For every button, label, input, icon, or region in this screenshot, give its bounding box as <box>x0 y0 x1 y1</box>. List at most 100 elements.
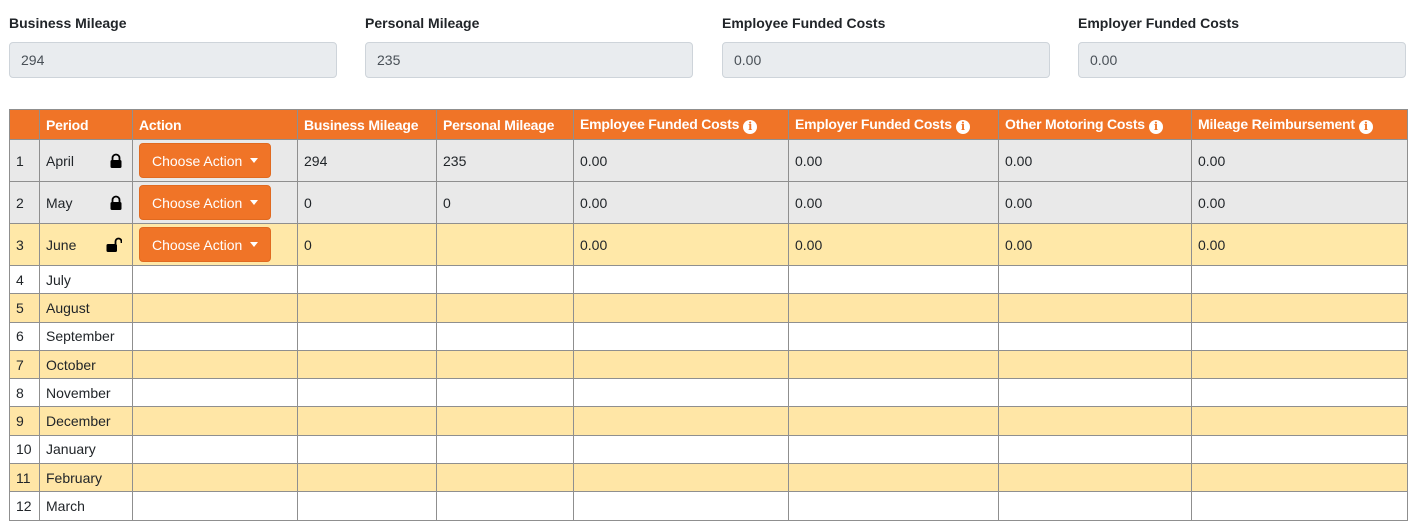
personal-mileage-cell <box>436 463 574 493</box>
employer-funded-costs-cell <box>788 463 999 493</box>
employer-funded-costs-cell <box>788 321 999 351</box>
table-row: 8 November <box>9 378 1408 408</box>
employer-funded-costs-cell[interactable]: 0.00 <box>788 223 999 266</box>
employee-funded-costs-input[interactable]: 0.00 <box>722 42 1050 78</box>
employee-funded-costs-cell <box>573 293 789 323</box>
personal-mileage-cell[interactable] <box>436 223 574 266</box>
unlock-icon[interactable] <box>106 237 122 253</box>
other-motoring-costs-cell <box>998 293 1192 323</box>
other-motoring-costs-cell <box>998 434 1192 465</box>
other-motoring-costs-cell[interactable]: 0.00 <box>998 139 1192 182</box>
row-number: 1 <box>9 139 40 182</box>
header-mileage-reimbursement: Mileage Reimbursement i <box>1191 109 1408 140</box>
mileage-reimbursement-cell <box>1191 406 1408 436</box>
caret-down-icon <box>250 242 259 247</box>
lock-icon[interactable] <box>108 153 124 169</box>
business-mileage-cell <box>297 293 437 323</box>
business-mileage-cell <box>297 463 437 493</box>
period-label: January <box>39 434 133 465</box>
business-mileage-cell[interactable]: 0 <box>297 181 437 224</box>
choose-action-label: Choose Action <box>152 152 243 169</box>
header-other-motoring-costs-label: Other Motoring Costs <box>1005 115 1145 132</box>
row-number: 9 <box>9 406 40 436</box>
business-mileage-cell[interactable]: 0 <box>297 223 437 266</box>
business-mileage-label: Business Mileage <box>9 15 127 31</box>
personal-mileage-input[interactable]: 235 <box>365 42 693 78</box>
choose-action-button[interactable]: Choose Action <box>139 185 272 220</box>
employer-funded-costs-label: Employer Funded Costs <box>1078 15 1240 31</box>
period-label: February <box>39 463 133 493</box>
row-number: 7 <box>9 349 40 380</box>
table-row: 10 January <box>9 434 1408 465</box>
business-mileage-cell[interactable]: 294 <box>297 139 437 182</box>
action-cell <box>132 463 298 493</box>
table-row: 11 February <box>9 463 1408 493</box>
employee-funded-costs-cell <box>573 264 789 295</box>
mileage-reimbursement-cell <box>1191 321 1408 351</box>
mileage-reimbursement-cell[interactable]: 0.00 <box>1191 223 1408 266</box>
other-motoring-costs-cell[interactable]: 0.00 <box>998 181 1192 224</box>
other-motoring-costs-cell <box>998 321 1192 351</box>
employer-funded-costs-cell[interactable]: 0.00 <box>788 139 999 182</box>
row-number: 11 <box>9 463 40 493</box>
table-row: 4 July <box>9 264 1408 295</box>
employer-funded-costs-input[interactable]: 0.00 <box>1078 42 1406 78</box>
row-number: 8 <box>9 378 40 408</box>
table-row: 2 May Choose Action 0 0 0.00 0.00 0.00 0… <box>9 181 1408 224</box>
action-cell <box>132 378 298 408</box>
lock-icon[interactable] <box>108 195 124 211</box>
action-cell <box>132 434 298 465</box>
business-mileage-cell <box>297 264 437 295</box>
personal-mileage-cell[interactable]: 0 <box>436 181 574 224</box>
employee-funded-costs-cell[interactable]: 0.00 <box>573 223 789 266</box>
employer-funded-costs-cell <box>788 406 999 436</box>
header-mileage-reimbursement-label: Mileage Reimbursement <box>1198 115 1355 132</box>
header-business-mileage: Business Mileage <box>297 109 437 140</box>
other-motoring-costs-cell[interactable]: 0.00 <box>998 223 1192 266</box>
mileage-reimbursement-cell[interactable]: 0.00 <box>1191 181 1408 224</box>
info-icon[interactable]: i <box>743 119 758 134</box>
employer-funded-costs-cell <box>788 293 999 323</box>
mileage-reimbursement-cell <box>1191 434 1408 465</box>
action-cell <box>132 321 298 351</box>
action-cell: Choose Action <box>132 139 298 182</box>
mileage-reimbursement-cell[interactable]: 0.00 <box>1191 139 1408 182</box>
mileage-reimbursement-cell <box>1191 293 1408 323</box>
caret-down-icon <box>250 200 259 205</box>
info-icon[interactable]: i <box>1358 119 1373 134</box>
mileage-reimbursement-cell <box>1191 264 1408 295</box>
row-number: 3 <box>9 223 40 266</box>
personal-mileage-cell <box>436 491 574 521</box>
action-cell <box>132 491 298 521</box>
business-mileage-input[interactable]: 294 <box>9 42 337 78</box>
choose-action-label: Choose Action <box>152 194 243 211</box>
period-label: December <box>39 406 133 436</box>
employer-funded-costs-cell[interactable]: 0.00 <box>788 181 999 224</box>
personal-mileage-cell <box>436 406 574 436</box>
employee-funded-costs-cell[interactable]: 0.00 <box>573 139 789 182</box>
personal-mileage-cell[interactable]: 235 <box>436 139 574 182</box>
mileage-reimbursement-cell <box>1191 491 1408 521</box>
info-icon[interactable]: i <box>955 119 970 134</box>
info-icon[interactable]: i <box>1148 119 1163 134</box>
business-mileage-cell <box>297 406 437 436</box>
choose-action-button[interactable]: Choose Action <box>139 143 272 178</box>
period-label: August <box>39 293 133 323</box>
choose-action-button[interactable]: Choose Action <box>139 227 272 262</box>
employer-funded-costs-cell <box>788 264 999 295</box>
action-cell <box>132 293 298 323</box>
employee-funded-costs-cell <box>573 434 789 465</box>
employee-funded-costs-cell[interactable]: 0.00 <box>573 181 789 224</box>
personal-mileage-cell <box>436 321 574 351</box>
business-mileage-cell <box>297 321 437 351</box>
personal-mileage-label: Personal Mileage <box>365 15 480 31</box>
row-number: 10 <box>9 434 40 465</box>
header-period: Period <box>39 109 133 140</box>
period-label: July <box>39 264 133 295</box>
period-label: March <box>39 491 133 521</box>
row-number: 12 <box>9 491 40 521</box>
period-label: November <box>39 378 133 408</box>
table-row: 6 September <box>9 321 1408 351</box>
row-number: 4 <box>9 264 40 295</box>
caret-down-icon <box>250 158 259 163</box>
